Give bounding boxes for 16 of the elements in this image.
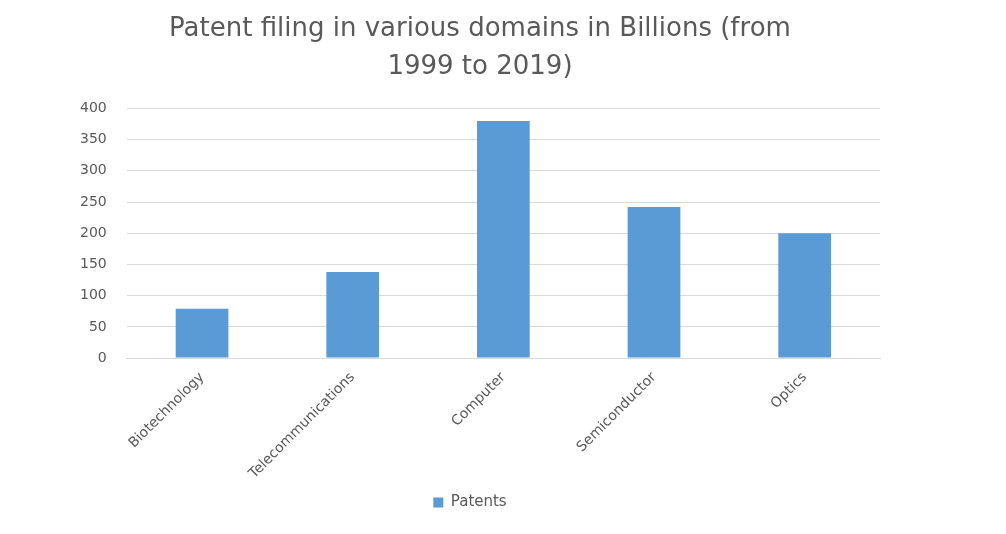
bar [477, 120, 530, 358]
y-tick-label: 400 [79, 99, 107, 116]
y-tick-label: 150 [79, 255, 107, 272]
y-tick-label: 300 [79, 161, 107, 178]
bar [627, 207, 681, 358]
y-tick-label: 250 [79, 192, 107, 209]
y-tick-label: 350 [79, 130, 107, 147]
bar [175, 308, 229, 358]
y-tick-label: 50 [88, 317, 107, 334]
bar [326, 271, 380, 358]
legend-label: Patents [450, 492, 507, 511]
bar [778, 233, 832, 358]
y-tick-label: 100 [79, 286, 107, 303]
y-tick-label: 200 [79, 223, 107, 240]
chart-title: Patent filing in various domains in Billions (from 1999 to 2019) [168, 11, 792, 82]
y-tick-label: 0 [97, 348, 107, 365]
